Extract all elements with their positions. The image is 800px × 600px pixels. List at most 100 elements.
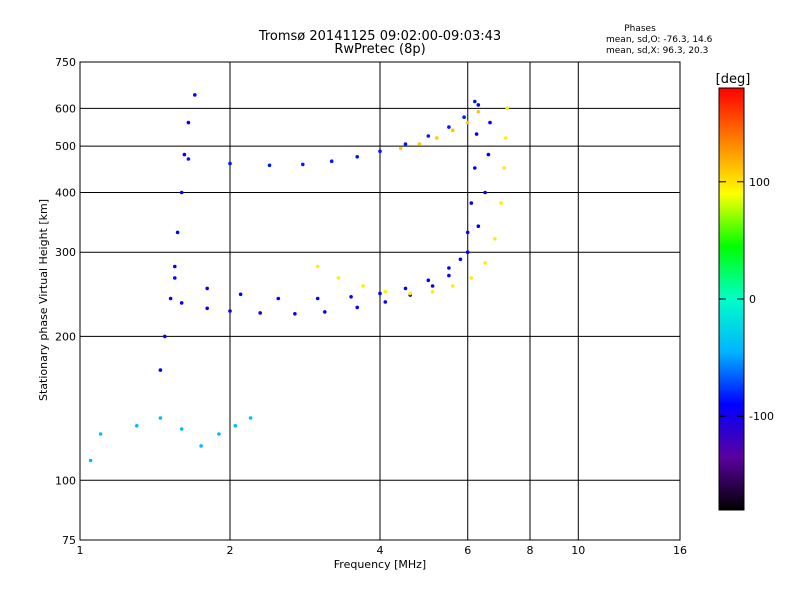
data-point bbox=[248, 416, 253, 420]
data-point bbox=[179, 301, 184, 305]
data-point bbox=[503, 136, 508, 140]
x-tick-label: 1 bbox=[77, 544, 84, 557]
x-tick-label: 2 bbox=[227, 544, 234, 557]
data-point bbox=[447, 273, 451, 278]
data-point bbox=[98, 432, 103, 436]
colorbar-label: [deg] bbox=[716, 72, 751, 87]
data-point bbox=[483, 261, 487, 265]
data-point bbox=[469, 201, 474, 205]
data-point bbox=[88, 458, 93, 463]
data-point bbox=[228, 309, 232, 313]
y-tick-label: 100 bbox=[55, 474, 76, 487]
data-point bbox=[135, 424, 139, 428]
data-point bbox=[469, 276, 474, 280]
data-points bbox=[88, 93, 510, 463]
data-point bbox=[476, 110, 481, 114]
y-tick-label: 500 bbox=[55, 140, 76, 153]
data-point bbox=[276, 296, 281, 301]
data-point bbox=[505, 106, 510, 111]
data-point bbox=[499, 201, 503, 205]
y-tick-label: 400 bbox=[55, 186, 76, 199]
data-point bbox=[447, 266, 451, 270]
data-point bbox=[488, 120, 492, 125]
series-points bbox=[398, 110, 481, 151]
y-axis-label: Stationary phase Virtual Height [km] bbox=[37, 199, 50, 401]
data-point bbox=[417, 142, 422, 146]
x-tick-label: 4 bbox=[377, 544, 384, 557]
y-tick-label: 200 bbox=[55, 330, 76, 343]
data-point bbox=[430, 289, 435, 294]
data-point bbox=[315, 296, 320, 301]
data-point bbox=[426, 134, 431, 138]
data-point bbox=[408, 291, 413, 296]
data-point bbox=[349, 295, 353, 299]
data-point bbox=[465, 250, 470, 254]
series-points bbox=[88, 416, 253, 463]
data-point bbox=[493, 237, 497, 241]
data-point bbox=[483, 190, 487, 195]
series-points bbox=[186, 99, 477, 168]
data-point bbox=[168, 296, 173, 301]
legend-line-o: mean, sd,O: -76.3, 14.6 bbox=[606, 35, 713, 45]
x-tick-label: 10 bbox=[571, 544, 585, 557]
data-point bbox=[228, 161, 232, 166]
data-point bbox=[158, 368, 163, 372]
x-axis-label: Frequency [MHz] bbox=[334, 558, 426, 571]
data-point bbox=[179, 190, 184, 195]
legend-title: Phases bbox=[624, 24, 656, 34]
data-point bbox=[465, 120, 470, 125]
data-point bbox=[186, 157, 191, 161]
data-point bbox=[430, 284, 435, 288]
data-point bbox=[355, 305, 360, 310]
colorbar-tick-label: -100 bbox=[749, 410, 774, 423]
data-point bbox=[383, 289, 388, 294]
x-tick-label: 6 bbox=[464, 544, 471, 557]
data-point bbox=[473, 166, 477, 170]
data-point bbox=[315, 264, 320, 269]
data-point bbox=[378, 149, 382, 153]
data-point bbox=[462, 115, 466, 119]
data-point bbox=[458, 257, 463, 262]
data-point bbox=[238, 292, 243, 297]
data-point bbox=[267, 163, 272, 168]
data-point bbox=[193, 93, 197, 97]
data-point bbox=[502, 166, 507, 170]
y-tick-label: 600 bbox=[55, 102, 76, 115]
data-point bbox=[403, 286, 408, 291]
y-tick-label: 750 bbox=[55, 56, 76, 69]
data-point bbox=[476, 103, 481, 107]
series-points bbox=[173, 120, 492, 301]
colorbar-tick-label: 100 bbox=[749, 176, 770, 189]
data-point bbox=[451, 128, 455, 132]
data-point bbox=[447, 125, 451, 129]
series-points bbox=[158, 93, 197, 372]
x-tick-labels: 1 2 4 6 8 10 16 bbox=[77, 544, 688, 557]
data-point bbox=[199, 444, 203, 448]
data-point bbox=[329, 159, 334, 163]
data-point bbox=[158, 416, 163, 420]
data-point bbox=[465, 230, 470, 235]
data-point bbox=[426, 278, 431, 283]
data-point bbox=[179, 427, 184, 431]
data-point bbox=[205, 306, 209, 311]
data-point bbox=[435, 136, 439, 140]
data-point bbox=[398, 146, 403, 151]
data-point bbox=[451, 284, 455, 288]
data-point bbox=[383, 300, 388, 304]
y-tick-label: 75 bbox=[62, 534, 76, 547]
data-point bbox=[163, 334, 167, 339]
x-tick-label: 16 bbox=[673, 544, 687, 557]
series-points bbox=[315, 106, 510, 296]
data-point bbox=[186, 120, 191, 125]
colorbar-ticks: 100 0 -100 bbox=[719, 176, 774, 423]
legend-line-x: mean, sd,X: 96.3, 20.3 bbox=[606, 46, 708, 56]
data-point bbox=[486, 152, 491, 157]
data-point bbox=[474, 132, 479, 136]
data-point bbox=[361, 284, 365, 288]
data-point bbox=[301, 162, 305, 167]
data-point bbox=[476, 224, 481, 228]
data-point bbox=[293, 312, 297, 316]
grid-lines bbox=[80, 62, 680, 540]
data-point bbox=[205, 286, 209, 291]
colorbar-tick-label: 0 bbox=[749, 293, 756, 306]
